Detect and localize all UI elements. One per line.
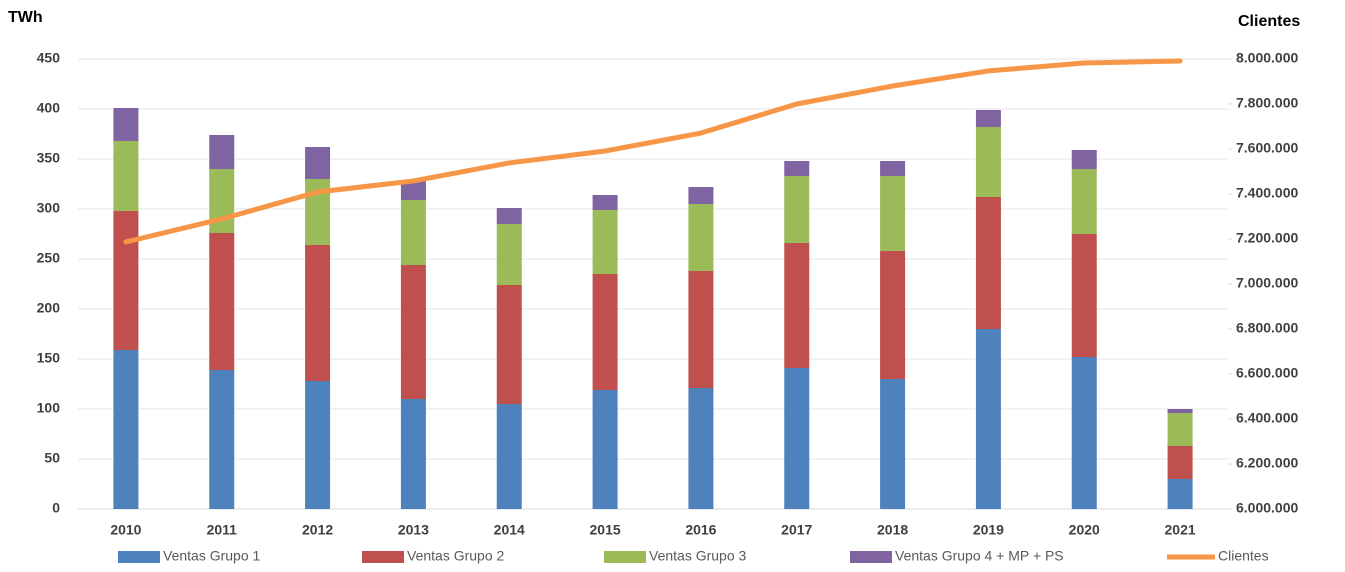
bar-segment [305, 245, 331, 381]
bar-segment [113, 211, 139, 350]
legend-swatch [604, 551, 646, 563]
x-tick-label: 2019 [973, 522, 1004, 538]
y2-tick-label: 6.000.000 [1236, 500, 1298, 516]
bar-segment [496, 285, 522, 404]
bar-segment [688, 187, 714, 204]
bar-segment [113, 141, 139, 211]
y-tick-label: 300 [37, 200, 61, 216]
x-tick-label: 2014 [494, 522, 525, 538]
legend-label: Clientes [1218, 548, 1269, 564]
bar-segment [880, 379, 906, 509]
bar-segment [880, 176, 906, 251]
bar-segment [784, 368, 810, 509]
bar-segment [1167, 479, 1193, 509]
bar-segment [209, 135, 235, 169]
x-tick-label: 2010 [110, 522, 141, 538]
bar-segment [592, 274, 618, 390]
bar-segment [400, 200, 426, 265]
bar-segment [592, 195, 618, 210]
y-tick-label: 450 [37, 50, 61, 66]
y-tick-label: 250 [37, 250, 61, 266]
bar-segment [688, 388, 714, 509]
bar-segment [113, 350, 139, 509]
bar-segment [688, 204, 714, 271]
bar-segment [880, 251, 906, 379]
line [123, 58, 1183, 245]
y2-tick-label: 7.000.000 [1236, 275, 1298, 291]
bar-segment [1071, 150, 1097, 169]
bar-segment [975, 329, 1001, 509]
y-tick-label: 150 [37, 350, 61, 366]
y2-tick-label: 7.400.000 [1236, 185, 1298, 201]
y-axis-title: TWh [8, 9, 43, 26]
bar-segment [209, 233, 235, 370]
y2-tick-label: 7.200.000 [1236, 230, 1298, 246]
bar-segment [1071, 169, 1097, 234]
bar-segment [592, 210, 618, 274]
legend-label: Ventas Grupo 3 [649, 548, 747, 564]
bar-segment [305, 147, 331, 179]
bar-segment [496, 224, 522, 285]
y-tick-label: 0 [52, 500, 60, 516]
bar-segment [975, 197, 1001, 329]
bar-segment [496, 404, 522, 509]
bar-segment [784, 176, 810, 243]
legend-label: Ventas Grupo 1 [163, 548, 261, 564]
bar-segment [400, 399, 426, 509]
bar-segment [975, 110, 1001, 127]
bar-segment [113, 108, 139, 141]
bar-segment [496, 208, 522, 224]
y-tick-label: 100 [37, 400, 61, 416]
legend-swatch [850, 551, 892, 563]
x-tick-label: 2011 [207, 522, 238, 538]
y-tick-label: 350 [37, 150, 61, 166]
x-tick-label: 2013 [398, 522, 429, 538]
y2-axis-title: Clientes [1238, 13, 1300, 30]
bar-segment [400, 180, 426, 200]
y-tick-label: 50 [44, 450, 60, 466]
y-tick-label: 400 [37, 100, 61, 116]
x-tick-label: 2016 [685, 522, 716, 538]
y2-tick-label: 7.600.000 [1236, 140, 1298, 156]
bar-segment [784, 161, 810, 176]
x-tick-label: 2012 [302, 522, 333, 538]
bar-segment [1071, 234, 1097, 357]
x-tick-label: 2020 [1069, 522, 1100, 538]
bar-segment [592, 390, 618, 509]
bar-segment [209, 370, 235, 509]
bar-segment [305, 381, 331, 509]
legend-swatch [118, 551, 160, 563]
y-tick-label: 200 [37, 300, 61, 316]
y2-tick-label: 6.400.000 [1236, 410, 1298, 426]
legend-label: Ventas Grupo 4 + MP + PS [895, 548, 1064, 564]
bar-segment [1071, 357, 1097, 509]
x-tick-label: 2017 [781, 522, 812, 538]
x-tick-label: 2021 [1165, 522, 1196, 538]
bar-segment [400, 265, 426, 399]
bar-segment [784, 243, 810, 368]
bar-segment [1167, 446, 1193, 479]
bar-segment [1167, 409, 1193, 413]
legend-swatch [362, 551, 404, 563]
bar-segment [688, 271, 714, 388]
y2-tick-label: 7.800.000 [1236, 95, 1298, 111]
legend-label: Ventas Grupo 2 [407, 548, 505, 564]
y2-tick-label: 8.000.000 [1236, 50, 1298, 66]
bar-segment [975, 127, 1001, 197]
bar-segment [1167, 413, 1193, 446]
x-tick-label: 2015 [590, 522, 621, 538]
y2-tick-label: 6.600.000 [1236, 365, 1298, 381]
bar-segment [880, 161, 906, 176]
x-tick-label: 2018 [877, 522, 908, 538]
y2-tick-label: 6.200.000 [1236, 455, 1298, 471]
y2-tick-label: 6.800.000 [1236, 320, 1298, 336]
